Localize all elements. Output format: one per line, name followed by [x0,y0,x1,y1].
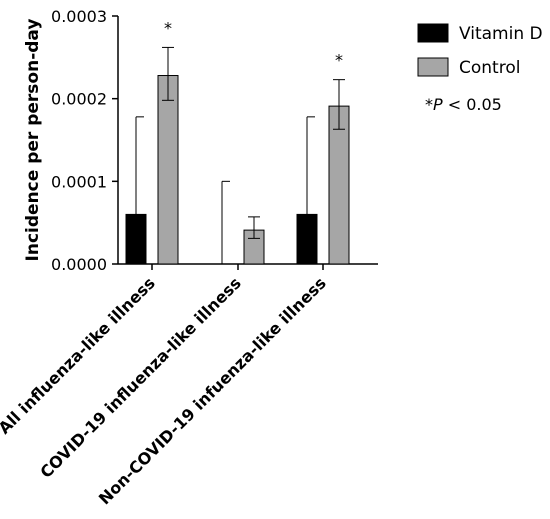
bar-vitamin-d [296,213,318,265]
significance-note-star: * [425,95,433,114]
significance-note-p: P [433,95,443,114]
y-tick-label: 0.0000 [51,255,107,274]
significance-note-threshold: < 0.05 [443,95,502,114]
y-tick-label: 0.0003 [51,7,107,26]
significance-note: *P < 0.05 [425,95,502,114]
significance-marker: * [335,51,343,70]
bar-vitamin-d [125,213,147,265]
plot-area: 0.0000 0.0001 0.0002 0.0003 * All influenza-l… [0,7,378,508]
x-category-label: All influenza-like illness [0,273,159,437]
y-axis-label: Incidence per person-day [23,19,43,262]
bar-control [328,105,350,265]
y-tick-label: 0.0001 [51,172,107,191]
y-tick-label: 0.0002 [51,90,107,109]
legend-swatch-vitamin-d [417,23,449,43]
significance-marker: * [164,18,172,37]
legend-swatch-control [417,57,449,77]
legend-label-control: Control [459,58,520,78]
legend: Vitamin D Control *P < 0.05 [417,23,543,114]
bar-control [157,75,179,265]
legend-label-vitamin-d: Vitamin D [459,24,543,44]
